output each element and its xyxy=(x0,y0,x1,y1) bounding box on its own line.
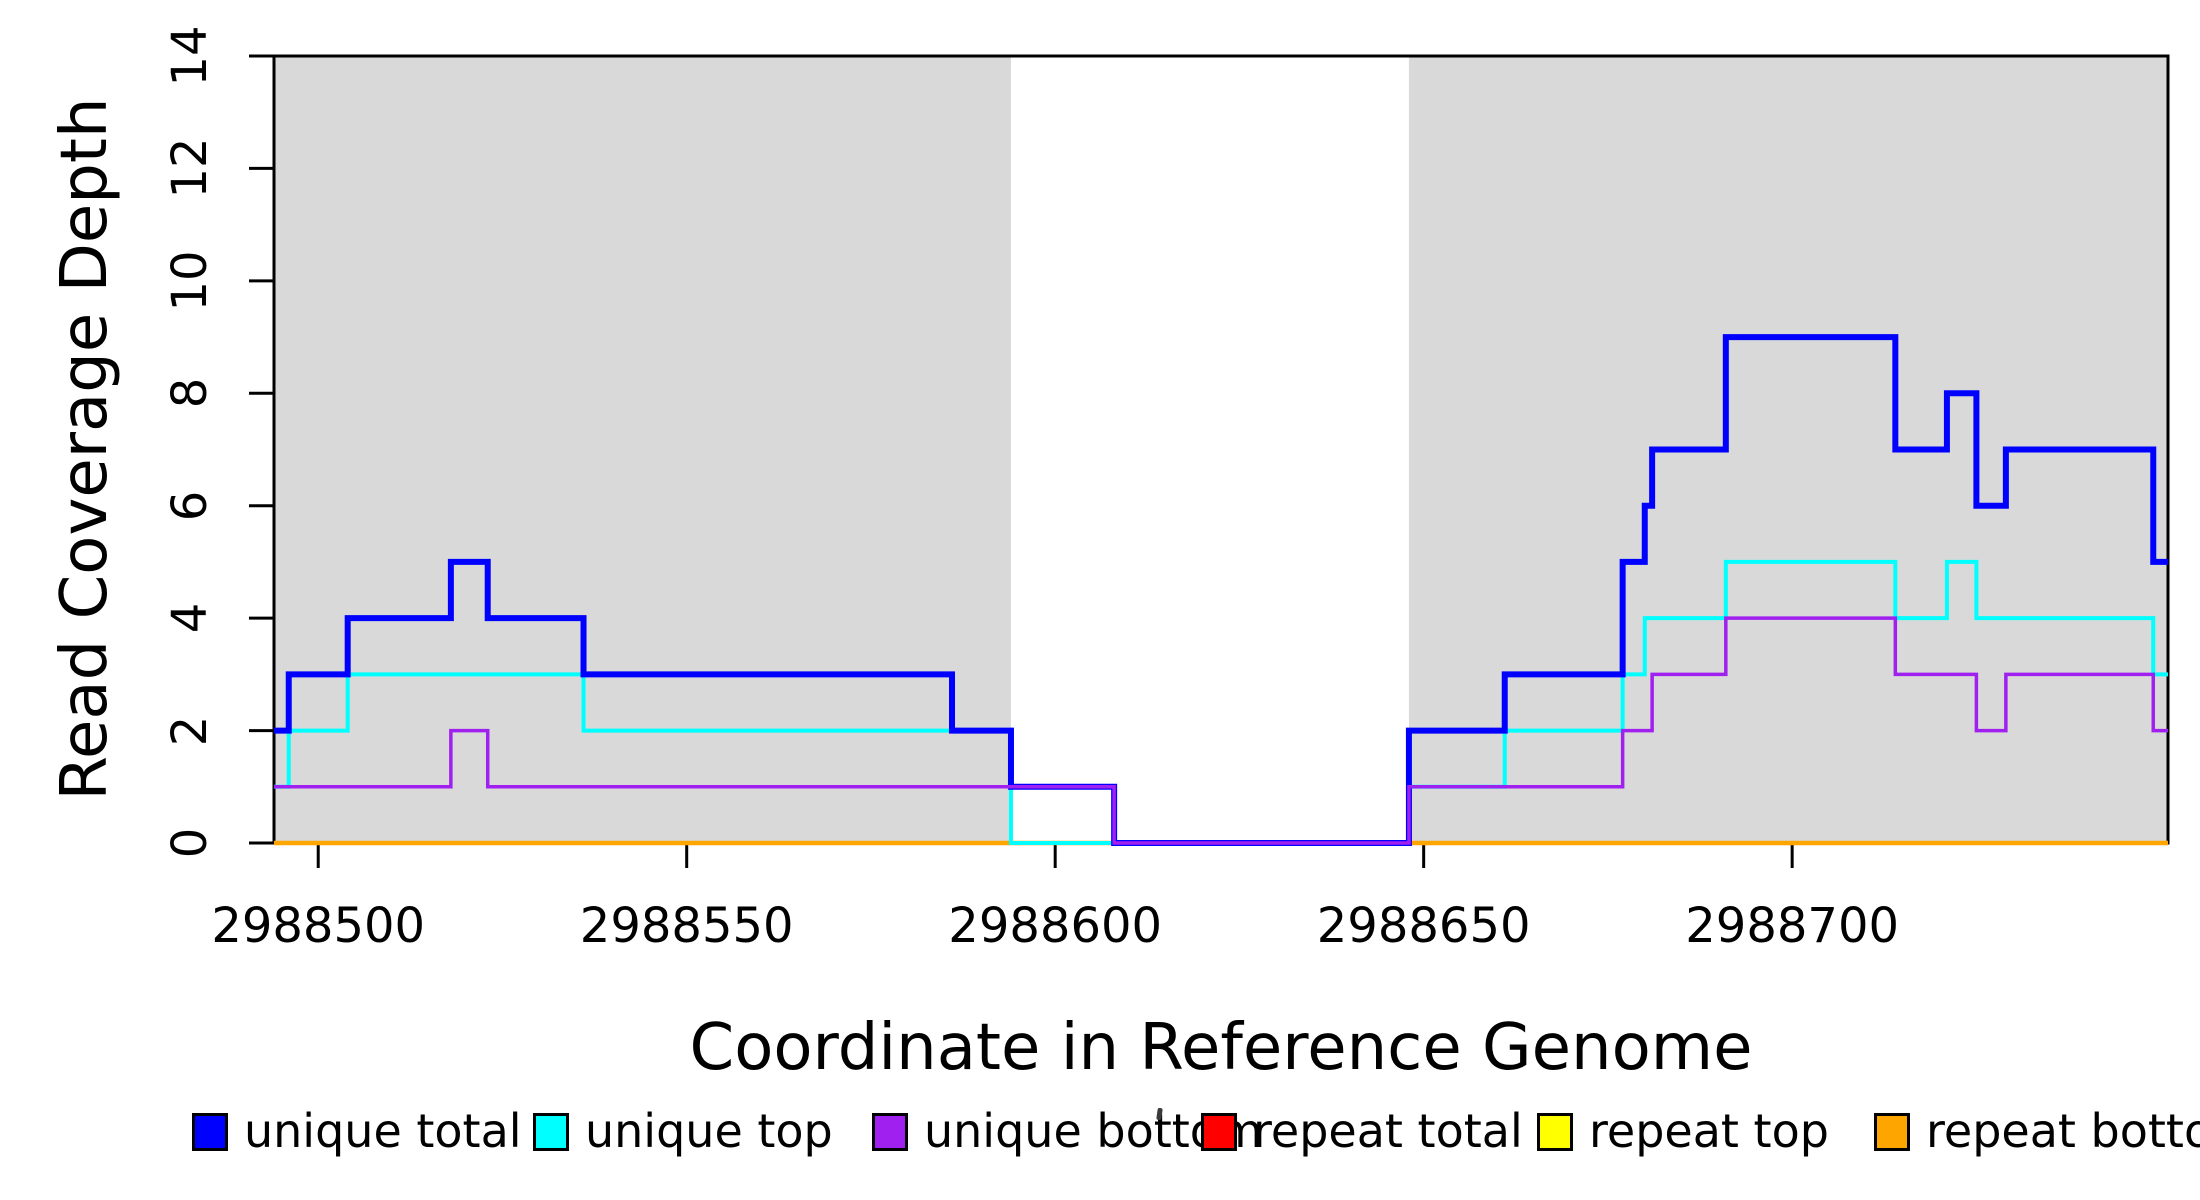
y-tick-label: 6 xyxy=(162,490,218,521)
y-tick-label: 12 xyxy=(162,137,218,199)
x-axis-title: Coordinate in Reference Genome xyxy=(689,1011,1753,1085)
legend-swatch-repeat-total xyxy=(1201,1113,1237,1151)
x-tick-label: 2988550 xyxy=(579,898,794,954)
legend-label-repeat-bottom: repeat bottom xyxy=(1926,1104,2200,1158)
y-tick-label: 2 xyxy=(162,715,218,746)
series-unique-bottom xyxy=(274,616,2168,845)
legend-swatch-repeat-bottom xyxy=(1874,1113,1910,1151)
x-tick-label: 2988500 xyxy=(211,898,426,954)
series-unique-total xyxy=(274,334,2168,846)
y-tick-label: 14 xyxy=(162,25,218,87)
legend-swatch-repeat-top xyxy=(1537,1113,1573,1151)
legend-label-repeat-top: repeat top xyxy=(1589,1104,1829,1158)
y-tick-label: 8 xyxy=(162,378,218,409)
legend-swatch-unique-top xyxy=(533,1113,569,1151)
legend-label-unique-total: unique total xyxy=(244,1104,522,1158)
x-tick-label: 2988600 xyxy=(948,898,1163,954)
legend-label-unique-top: unique top xyxy=(585,1104,833,1158)
y-tick-label: 0 xyxy=(162,827,218,859)
shaded-region xyxy=(274,56,1011,843)
series-unique-top xyxy=(274,559,2168,845)
x-tick-label: 2988650 xyxy=(1316,898,1531,954)
legend-label-repeat-total: repeat total xyxy=(1253,1104,1523,1158)
x-tick-label: 2988700 xyxy=(1685,898,1900,954)
legend-swatch-unique-total xyxy=(192,1113,228,1151)
y-axis-title: Read Coverage Depth xyxy=(48,97,122,801)
y-tick-label: 10 xyxy=(162,250,218,312)
y-tick-label: 4 xyxy=(162,602,218,634)
legend-swatch-unique-bottom xyxy=(872,1113,908,1151)
